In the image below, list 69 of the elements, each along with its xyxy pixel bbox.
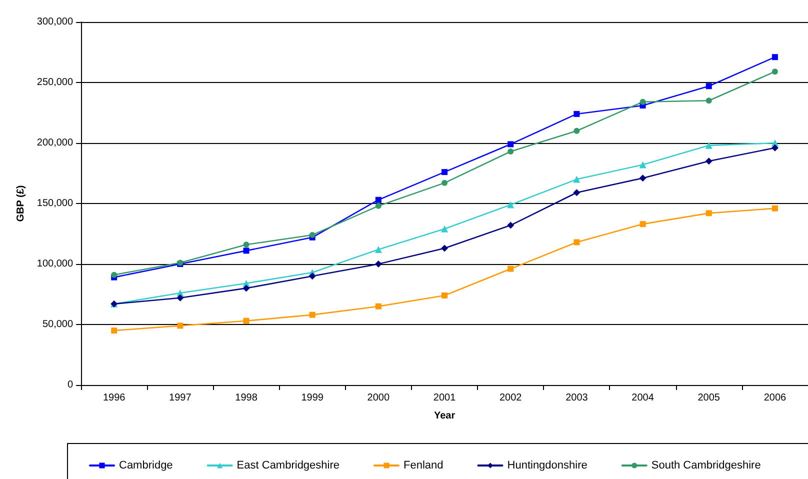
point xyxy=(442,292,448,298)
x-tick-label: 1996 xyxy=(102,392,126,404)
point xyxy=(176,294,184,302)
y-tick-label: 100,000 xyxy=(36,258,74,270)
point xyxy=(111,272,118,278)
point xyxy=(705,142,712,149)
point xyxy=(442,169,448,176)
point xyxy=(243,248,250,254)
point xyxy=(242,284,250,292)
y-tick-label: 200,000 xyxy=(36,138,74,148)
point xyxy=(705,158,712,165)
point xyxy=(441,244,448,252)
x-tick-label: 2000 xyxy=(367,392,390,404)
x-tick-label: 2001 xyxy=(433,392,456,404)
y-tick-label: 250,000 xyxy=(36,77,74,88)
point xyxy=(573,176,580,183)
x-tick-label: 1997 xyxy=(169,392,192,404)
point xyxy=(640,221,646,228)
point xyxy=(375,303,382,310)
x-tick-label: 2004 xyxy=(632,392,654,404)
point xyxy=(639,161,646,168)
point xyxy=(706,210,712,216)
point xyxy=(640,98,646,105)
point xyxy=(111,328,118,334)
point xyxy=(706,83,712,90)
x-tick-label: 2003 xyxy=(566,392,588,404)
point xyxy=(771,144,778,152)
y-tick-label: 300,000 xyxy=(36,16,74,28)
point xyxy=(507,222,514,229)
x-axis-title: Year xyxy=(434,410,456,422)
point xyxy=(243,242,250,248)
y-tick-label: 50,000 xyxy=(42,319,74,330)
point xyxy=(177,322,184,329)
legend-label: East Cambridgeshire xyxy=(236,460,340,472)
point xyxy=(442,180,448,186)
point xyxy=(374,246,382,253)
point xyxy=(706,98,712,104)
point xyxy=(574,128,580,134)
point xyxy=(508,148,514,154)
point xyxy=(772,68,778,75)
y-tick-label: 0 xyxy=(67,380,74,390)
point xyxy=(772,205,778,212)
point xyxy=(243,318,250,324)
legend-label: South Cambridgeshire xyxy=(651,460,761,472)
point xyxy=(508,141,514,148)
x-tick-label: 1999 xyxy=(301,392,324,404)
point xyxy=(309,312,316,318)
point xyxy=(508,266,514,272)
point xyxy=(375,202,382,209)
point xyxy=(375,196,382,203)
point xyxy=(574,239,580,246)
legend-label: Cambridge xyxy=(119,460,173,472)
point xyxy=(573,189,580,196)
point xyxy=(308,272,316,280)
point xyxy=(772,54,778,60)
point xyxy=(309,232,316,238)
x-tick-label: 1998 xyxy=(235,392,258,404)
point xyxy=(441,225,448,232)
point xyxy=(507,201,514,208)
point xyxy=(574,110,580,117)
point xyxy=(374,260,382,268)
x-tick-label: 2005 xyxy=(698,392,720,404)
x-tick-label: 2006 xyxy=(764,392,787,404)
legend-label: Huntingdonshire xyxy=(507,460,588,472)
legend-label: Fenland xyxy=(404,460,444,472)
y-axis-title: GBP (£) xyxy=(16,185,26,222)
x-tick-label: 2002 xyxy=(499,392,522,404)
y-tick-label: 150,000 xyxy=(36,198,74,209)
point xyxy=(639,174,646,182)
